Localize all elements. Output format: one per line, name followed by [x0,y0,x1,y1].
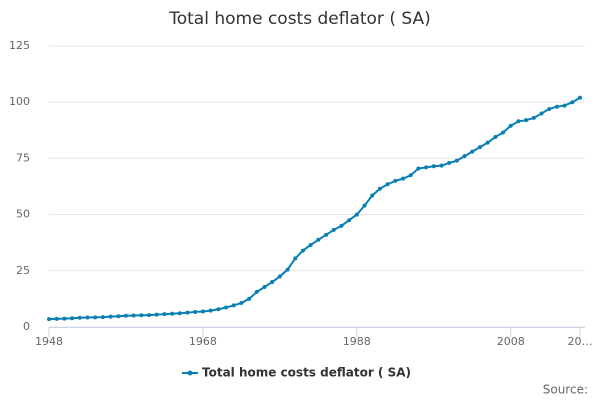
x-tick-label: 2008 [497,335,525,348]
data-point [547,106,552,111]
data-point [208,308,213,313]
legend-label: Total home costs deflator ( SA) [202,366,411,380]
data-point [501,130,506,135]
y-tick-label: 75 [16,151,30,164]
y-tick-label: 50 [16,208,30,221]
data-point [416,166,421,171]
data-point [85,315,90,320]
data-point [170,311,175,316]
y-tick-label: 125 [9,39,30,52]
data-point [185,310,190,315]
data-point [339,223,344,228]
data-point [100,315,105,320]
data-point [470,149,475,154]
data-point [270,280,275,285]
data-point [193,309,198,314]
data-point [485,140,490,145]
data-point [539,111,544,116]
data-point [477,145,482,150]
data-point [408,173,413,178]
data-point [447,160,452,165]
data-point [493,135,498,140]
data-point [439,163,444,168]
x-tick-label: 1948 [35,335,63,348]
data-point [362,203,367,208]
data-point [424,165,429,170]
data-line [48,96,581,321]
data-point [393,178,398,183]
data-point [308,242,313,247]
source: Source: [543,383,588,397]
data-point [331,227,336,232]
data-point [216,307,221,312]
y-tick-label: 100 [9,95,30,108]
data-point [262,284,267,289]
y-tick-label: 25 [16,264,30,277]
data-point [239,300,244,305]
data-point [277,274,282,279]
data-point [224,305,228,310]
data-point [177,311,182,316]
data-point [370,193,375,198]
data-point [516,119,521,124]
data-point [293,256,298,261]
data-point [531,115,536,120]
data-point [401,176,405,181]
data-point [93,315,98,320]
legend-marker [187,370,193,376]
data-point [347,218,352,223]
data-point [354,212,359,217]
data-point [462,154,467,159]
data-point [54,316,59,321]
data-point [454,158,459,163]
data-point [300,248,305,253]
x-tick-label: 1968 [189,335,217,348]
data-point [247,296,252,301]
data-point [562,103,567,108]
data-point [554,104,559,109]
data-point [385,182,390,187]
data-point [316,237,321,242]
data-point [108,314,113,319]
data-point [377,186,382,191]
data-point [147,313,152,318]
data-point [524,118,529,123]
data-point [231,303,236,308]
y-tick-label: 0 [23,320,30,333]
data-point [62,316,67,321]
data-point [578,95,582,100]
data-point [123,313,128,318]
data-point [47,317,51,322]
data-point [285,267,290,272]
data-point [508,123,513,128]
data-point [70,316,75,321]
data-point [154,312,159,317]
chart-title: Total home costs deflator ( SA) [168,9,430,29]
data-point [139,313,144,318]
data-point [570,100,575,105]
data-point [200,309,205,314]
data-point [116,314,121,319]
x-tick-label: 20… [568,335,593,348]
data-point [254,289,259,294]
data-point [162,312,167,317]
data-point [324,232,329,237]
data-point [131,313,136,318]
data-point [431,164,436,169]
x-tick-label: 1988 [343,335,371,348]
data-point [77,315,82,320]
